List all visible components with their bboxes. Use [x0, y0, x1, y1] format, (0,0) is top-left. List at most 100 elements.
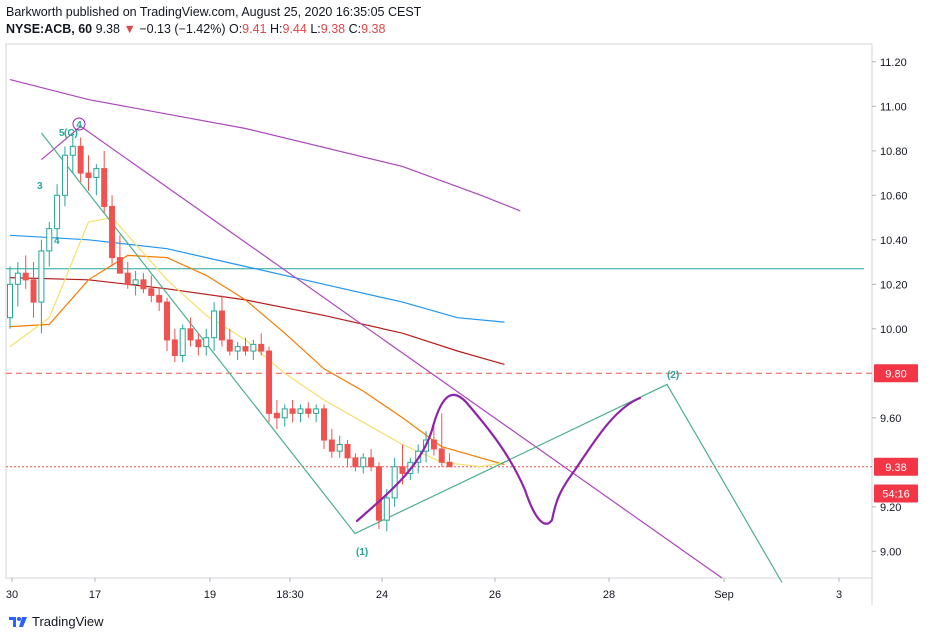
open-value: 9.41: [242, 22, 267, 36]
y-tick-label: 11.00: [880, 101, 907, 113]
candle-body: [305, 408, 312, 414]
candle-body: [38, 250, 45, 303]
candle: [211, 302, 218, 352]
candle: [328, 428, 335, 458]
candle: [171, 328, 178, 363]
x-tick-label: 28: [603, 589, 615, 601]
candle-body: [148, 288, 155, 296]
candle-body: [328, 439, 335, 452]
candle: [116, 235, 123, 274]
plot-frame: [5, 43, 873, 579]
candle: [109, 195, 116, 267]
candle: [140, 273, 147, 294]
candle-body: [156, 294, 163, 303]
candle: [124, 262, 131, 289]
price-label-box: [874, 484, 918, 503]
candle: [352, 453, 359, 472]
chart-header: Barkworth published on TradingView.com, …: [6, 4, 421, 38]
candle-body: [109, 205, 116, 259]
candle-body: [77, 145, 84, 174]
y-tick-label: 10.80: [880, 146, 908, 158]
candle: [54, 184, 61, 240]
down-arrow-icon: ▼: [123, 22, 136, 36]
candle-body: [93, 168, 100, 179]
candle-body: [375, 466, 382, 521]
close-value: 9.38: [361, 22, 386, 36]
candle-body: [46, 228, 53, 252]
candle-body: [336, 444, 343, 452]
candle: [430, 422, 437, 456]
y-tick-label: 9.60: [880, 413, 901, 425]
candle-body: [344, 444, 351, 459]
tradingview-icon: [9, 616, 27, 627]
tradingview-logo[interactable]: TradingView: [8, 614, 104, 629]
wave-label: (C): [64, 128, 78, 139]
candle: [313, 404, 320, 423]
candle-body: [14, 272, 21, 285]
candle: [375, 462, 382, 530]
candle: [266, 346, 273, 423]
price-label-box: [874, 364, 918, 383]
candle-body: [124, 272, 131, 285]
moving-average-purple: [9, 79, 521, 212]
candle: [179, 324, 186, 363]
candle-body: [266, 350, 273, 414]
candle-body: [116, 257, 123, 274]
wave-label: 5: [59, 128, 65, 139]
symbol-label[interactable]: NYSE:ACB, 60: [6, 22, 93, 36]
candle-body: [446, 461, 453, 468]
candle-body: [7, 283, 13, 319]
x-tick-label: 3: [836, 589, 842, 601]
candle: [234, 342, 241, 360]
candle: [297, 404, 304, 423]
candle: [156, 288, 163, 311]
candle-body: [321, 408, 327, 441]
low-label: L:: [310, 22, 321, 36]
candle: [281, 404, 288, 427]
candle-body: [203, 337, 210, 348]
wave-label: 4: [76, 120, 82, 131]
candle-body: [54, 194, 61, 230]
candle-body: [313, 408, 320, 414]
y-tick-label: 9.20: [880, 502, 901, 514]
x-tick-label: 18:30: [276, 589, 304, 601]
candle-body: [218, 310, 225, 341]
candle: [344, 440, 351, 467]
candle-body: [383, 497, 390, 521]
candle-body: [234, 346, 241, 352]
candle: [218, 295, 225, 347]
price-label-text: 9.38: [885, 462, 906, 474]
trendline-purple-upper: [41, 125, 82, 161]
candle-body: [164, 301, 170, 341]
y-tick-label: 10.60: [880, 190, 908, 202]
price-label: 54:16: [874, 484, 918, 503]
elliott-wave-line: [40, 132, 783, 583]
low-value: 9.38: [320, 22, 346, 36]
candle-body: [360, 457, 367, 468]
y-tick-label: 10.20: [880, 279, 908, 291]
candle-body: [85, 172, 92, 179]
candle: [30, 262, 37, 318]
candle: [77, 137, 84, 182]
price-label-text: 54:16: [882, 488, 910, 500]
ohlc-line: NYSE:ACB, 60 9.38 ▼ −0.13 (−1.42%) O:9.4…: [6, 21, 421, 38]
candle-body: [195, 339, 202, 348]
freehand-curve: [355, 393, 642, 525]
wave-label: 3: [37, 181, 43, 192]
x-tick-label: 17: [89, 589, 101, 601]
x-tick-label: 26: [489, 589, 501, 601]
candle-body: [399, 466, 406, 474]
candle: [132, 270, 139, 296]
candle-body: [61, 154, 68, 196]
candle-body: [438, 448, 445, 463]
tradingview-brand: TradingView: [32, 614, 104, 629]
x-tick-label: 24: [376, 589, 388, 601]
candle: [305, 402, 312, 418]
candle-body: [211, 310, 218, 339]
wave-label: (1): [356, 547, 368, 558]
candle-body: [226, 339, 233, 352]
moving-average-blue: [9, 234, 505, 323]
y-tick-label: 10.00: [880, 324, 908, 336]
candle-body: [258, 343, 265, 352]
